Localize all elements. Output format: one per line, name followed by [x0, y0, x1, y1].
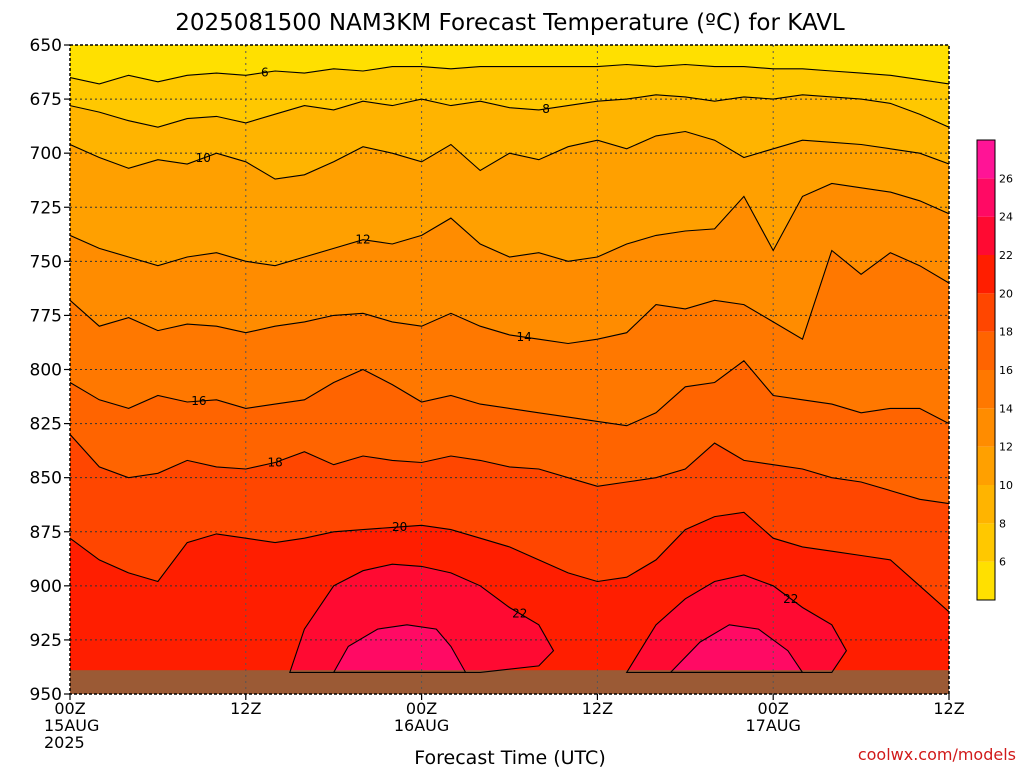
temperature-band	[70, 45, 949, 84]
temperature-band	[70, 94, 949, 180]
colorbar-swatch	[977, 216, 995, 255]
temperature-band	[70, 131, 949, 266]
contour-lines: 6 8 10 12 14 16 18 20 22 22	[70, 63, 949, 673]
y-tick-label: 950	[30, 685, 62, 705]
contour-label: 18	[267, 456, 282, 470]
temperature-band	[70, 64, 949, 128]
colorbar-swatch	[977, 561, 995, 600]
y-tick-label: 800	[30, 361, 62, 381]
y-tick-label: 775	[30, 306, 62, 326]
y-tick-label: 875	[30, 523, 62, 543]
colorbar-tick-label: 14	[999, 402, 1013, 415]
temperature-band	[333, 624, 466, 673]
colorbar-tick-label: 6	[999, 556, 1006, 569]
contour-line-20	[70, 511, 949, 613]
colorbar-frame	[976, 139, 996, 601]
temperature-band	[70, 250, 949, 426]
y-tick-label: 650	[30, 36, 62, 56]
x-tick-label: 00Z	[758, 699, 789, 718]
x-tick-label: 17AUG	[745, 716, 800, 735]
y-tick-label: 750	[30, 252, 62, 272]
ground-strip	[70, 670, 949, 694]
plot-area	[70, 45, 949, 694]
colorbar-swatch	[977, 523, 995, 562]
contour-label: 6	[261, 65, 269, 79]
y-tick-label: 700	[30, 144, 62, 164]
chart-title: 2025081500 NAM3KM Forecast Temperature (…	[175, 10, 845, 36]
contour-line-22	[289, 563, 555, 673]
contour-line-6	[70, 63, 949, 85]
grid-lines	[70, 45, 949, 694]
contour-line-8	[70, 94, 949, 128]
contour-line-24	[669, 624, 804, 673]
colorbar-swatch	[977, 293, 995, 332]
temperature-band	[670, 624, 803, 673]
colorbar-tick-label: 24	[999, 211, 1013, 224]
colorbar-tick-label: 16	[999, 364, 1013, 377]
colorbar-legend: 6 8 10 12 14 16 18 20 22 24 26	[976, 139, 1013, 601]
y-tick-label: 725	[30, 198, 62, 218]
contour-label: 10	[196, 151, 211, 165]
contour-line-24	[332, 624, 467, 673]
colorbar-swatch	[977, 178, 995, 217]
colorbar-tick-label: 22	[999, 249, 1013, 262]
y-tick-label: 850	[30, 469, 62, 489]
contour-line-18	[70, 434, 949, 505]
temperature-band	[70, 183, 949, 344]
contour-line-12	[70, 182, 949, 267]
contour-label: 22	[512, 607, 527, 621]
temperature-bands	[70, 45, 949, 694]
contour-label: 22	[783, 592, 798, 606]
contour-line-16	[70, 360, 949, 427]
temperature-band	[70, 360, 949, 504]
colorbar-swatch	[977, 408, 995, 447]
x-axis-title: Forecast Time (UTC)	[414, 747, 605, 768]
credit-text: coolwx.com/models	[858, 745, 1016, 764]
x-tick-label: 12Z	[230, 699, 261, 718]
colorbar-swatch	[977, 446, 995, 485]
temperature-band	[70, 434, 949, 612]
contour-line-10	[70, 130, 949, 180]
colorbar-swatch	[977, 485, 995, 524]
x-tick-label: 2025	[44, 733, 85, 752]
colorbar-swatch	[977, 331, 995, 370]
colorbar-tick-label: 18	[999, 326, 1013, 339]
contour-label: 16	[191, 394, 206, 408]
y-tick-label: 925	[30, 631, 62, 651]
x-tick-label: 12Z	[933, 699, 964, 718]
colorbar-swatch	[977, 140, 995, 179]
x-tick-label: 12Z	[582, 699, 613, 718]
colorbar-tick-label: 26	[999, 172, 1013, 185]
contour-label: 12	[355, 233, 370, 247]
x-tick-label: 15AUG	[44, 716, 99, 735]
contour-label: 20	[392, 520, 407, 534]
colorbar-tick-label: 8	[999, 517, 1006, 530]
x-tick-label: 16AUG	[394, 716, 449, 735]
colorbar-tick-label: 20	[999, 287, 1013, 300]
x-tick-label: 00Z	[54, 699, 85, 718]
contour-label: 14	[517, 330, 532, 344]
y-tick-label: 675	[30, 90, 62, 110]
y-tick-label: 900	[30, 577, 62, 597]
y-tick-label: 825	[30, 415, 62, 435]
x-tick-label: 00Z	[406, 699, 437, 718]
contour-line-22	[625, 574, 848, 673]
contour-label: 8	[542, 102, 550, 116]
y-axis: 650 675 700 725 750 775 800 825 850 875 900 925 950	[30, 36, 70, 705]
colorbar-tick-label: 10	[999, 479, 1013, 492]
colorbar-swatch	[977, 370, 995, 409]
colorbar-swatch	[977, 255, 995, 294]
contour-line-14	[70, 249, 949, 345]
colorbar-tick-label: 12	[999, 441, 1013, 454]
